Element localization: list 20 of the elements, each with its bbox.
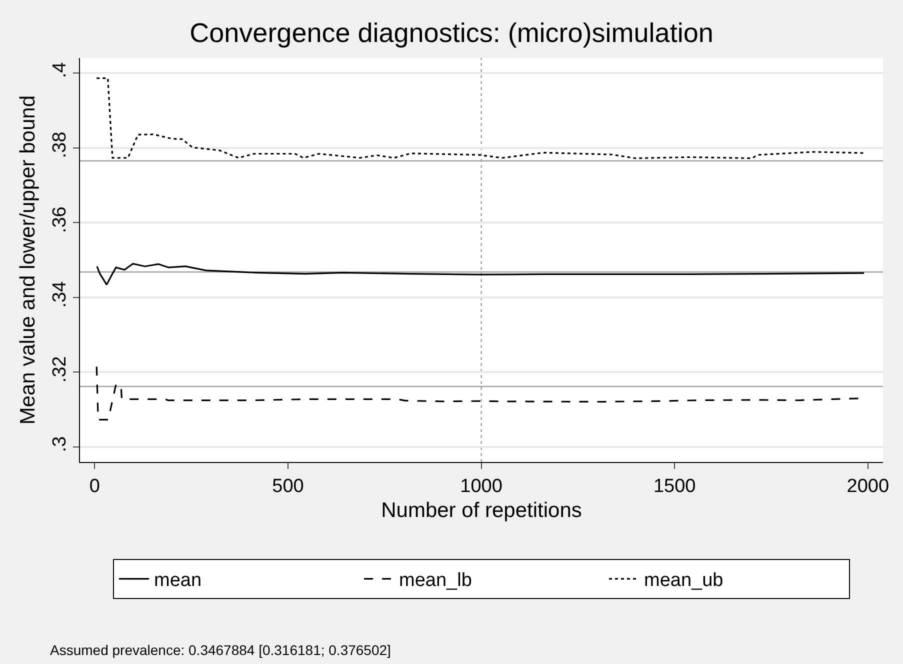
line-series (96, 262, 865, 286)
x-tick-label: 1000 (460, 476, 502, 497)
x-tick-label: 0 (89, 476, 100, 497)
x-axis-title: Number of repetitions (381, 499, 582, 522)
y-tick-label: .32 (49, 356, 70, 383)
y-tick-label: .3 (49, 436, 70, 452)
y-tick-label: .36 (49, 206, 70, 233)
legend-label: mean_lb (399, 570, 472, 592)
line-series (96, 77, 865, 160)
y-tick-label: .34 (49, 280, 70, 308)
text: Assumed prevalence: 0.3467884 [0.316181; 0.376502] (50, 642, 391, 658)
legend-label: mean_ub (644, 570, 724, 592)
x-tick-label: 1500 (653, 476, 696, 497)
chart-title: Convergence diagnostics: (micro)simulation (190, 18, 714, 48)
x-tick-label: 500 (272, 476, 304, 497)
legend-label: mean (154, 570, 202, 592)
y-tick-label: .4 (49, 62, 70, 78)
x-tick-label: 2000 (846, 476, 890, 497)
y-tick-label: .38 (49, 132, 70, 158)
y-axis-title: Mean value and lower/upper bound (16, 95, 40, 425)
